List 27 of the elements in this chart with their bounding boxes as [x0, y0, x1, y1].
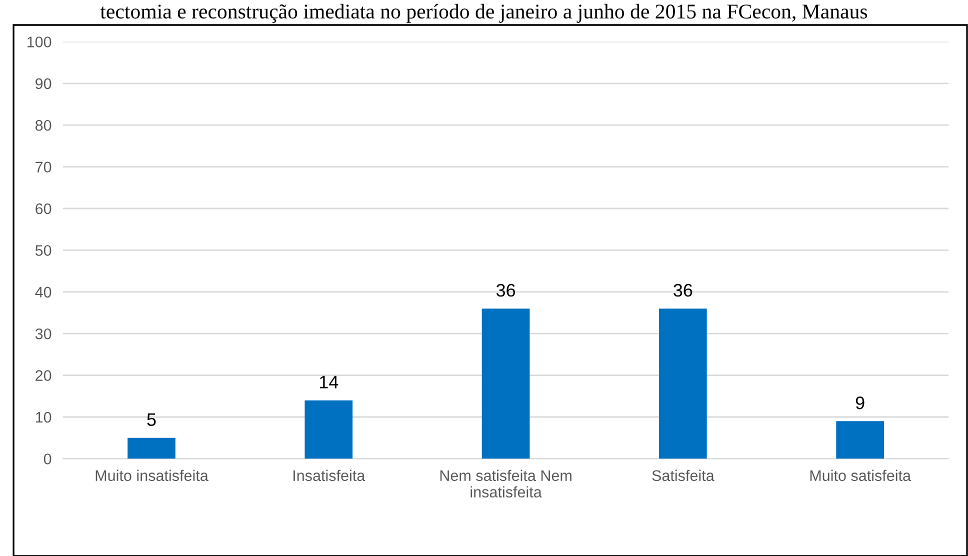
x-tick-label: Muito insatisfeita: [96, 470, 208, 482]
chart-title: tectomia e reconstrução imediata no período de janeiro a junho de 2015 na FCecon, Manaus: [100, 4, 868, 23]
x-tick-label: Satisfeita: [652, 470, 714, 482]
x-tick-label: Insatisfeita: [294, 470, 366, 482]
data-label: 36: [674, 284, 692, 297]
y-tick-label: 30: [35, 328, 52, 340]
bar: [482, 308, 530, 459]
y-tick-label: 10: [36, 412, 52, 423]
y-tick-label: 80: [35, 120, 52, 131]
y-tick-label: 70: [36, 162, 52, 172]
y-tick-label: 40: [35, 286, 52, 298]
data-label: 9: [856, 396, 864, 410]
bar: [836, 421, 884, 459]
bar: [659, 308, 707, 459]
bar: [128, 438, 176, 459]
y-tick-label: 0: [44, 454, 52, 464]
y-tick-label: 90: [36, 78, 52, 90]
y-tick-label: 50: [35, 245, 52, 256]
data-label: 5: [147, 413, 156, 426]
x-tick-label: Nem satisfeita Nem insatisfeita: [440, 470, 572, 498]
y-tick-label: 20: [36, 370, 52, 381]
data-label: 36: [496, 284, 516, 297]
bar: [304, 400, 353, 459]
y-tick-label: 100: [27, 36, 52, 48]
x-tick-label: Muito satisfeita: [810, 470, 912, 482]
data-label: 14: [320, 376, 338, 388]
y-tick-label: 60: [36, 203, 52, 214]
